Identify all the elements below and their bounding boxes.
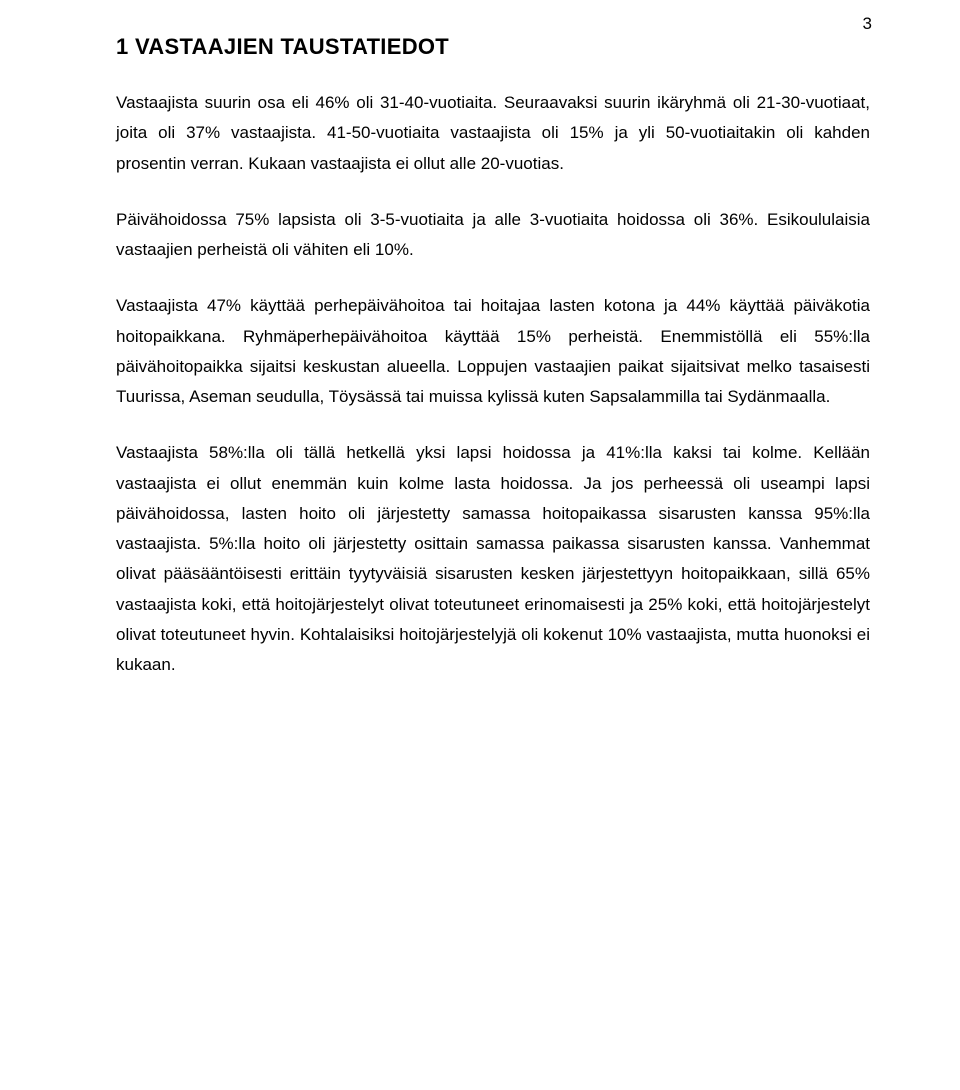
paragraph: Vastaajista 47% käyttää perhepäivähoitoa… xyxy=(116,291,870,412)
section-heading: 1 VASTAAJIEN TAUSTATIEDOT xyxy=(116,34,870,60)
paragraph: Vastaajista suurin osa eli 46% oli 31-40… xyxy=(116,88,870,179)
paragraph: Päivähoidossa 75% lapsista oli 3-5-vuoti… xyxy=(116,205,870,266)
paragraph: Vastaajista 58%:lla oli tällä hetkellä y… xyxy=(116,438,870,680)
document-page: 3 1 VASTAAJIEN TAUSTATIEDOT Vastaajista … xyxy=(0,0,960,1090)
page-number: 3 xyxy=(863,14,872,34)
